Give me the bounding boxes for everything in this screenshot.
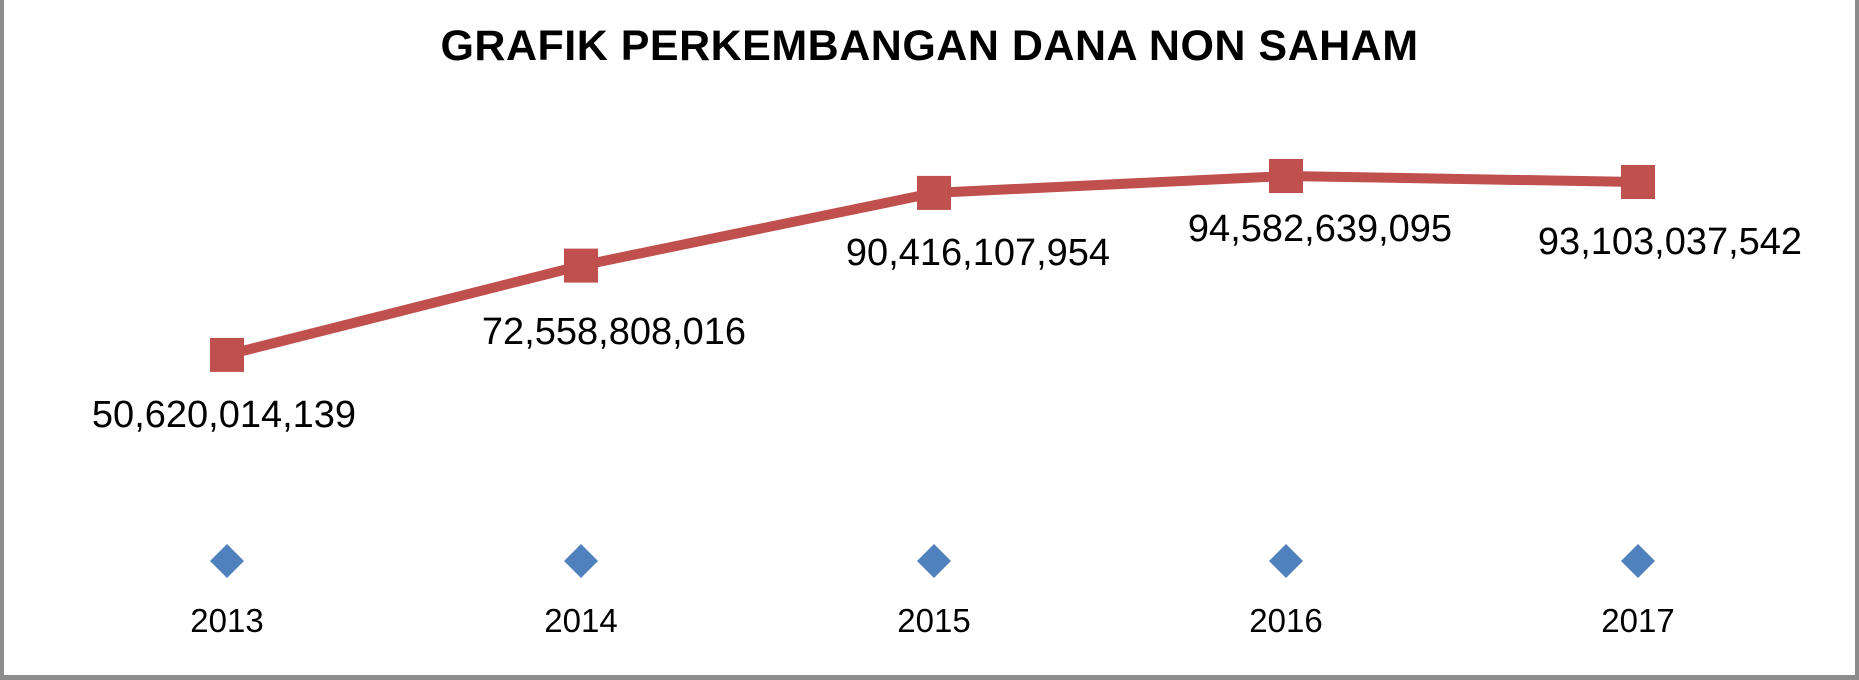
blue-diamond-marker	[917, 544, 951, 578]
data-label: 50,620,014,139	[92, 394, 356, 436]
x-axis-label: 2015	[897, 602, 970, 639]
red-square-marker	[564, 248, 598, 283]
chart-title: GRAFIK PERKEMBANGAN DANA NON SAHAM	[440, 22, 1419, 70]
x-axis-label: 2013	[190, 602, 263, 639]
data-label: 93,103,037,542	[1538, 221, 1802, 263]
blue-diamond-marker	[564, 544, 598, 578]
red-square-marker	[1621, 165, 1655, 199]
data-label: 94,582,639,095	[1188, 208, 1452, 250]
blue-diamond-marker	[210, 544, 244, 578]
x-axis-label: 2017	[1601, 602, 1674, 639]
red-square-marker	[1269, 159, 1303, 193]
line-chart-canvas: 50,620,014,139 72,558,808,016 90,416,107,9…	[92, 159, 1802, 639]
x-axis-label: 2014	[544, 602, 617, 639]
data-label: 72,558,808,016	[482, 311, 746, 353]
red-square-marker	[917, 175, 951, 210]
x-axis-label: 2016	[1249, 602, 1322, 639]
blue-diamond-marker	[1269, 544, 1303, 578]
red-square-marker	[210, 337, 244, 372]
data-label: 90,416,107,954	[846, 232, 1110, 274]
blue-diamond-marker	[1621, 544, 1655, 578]
